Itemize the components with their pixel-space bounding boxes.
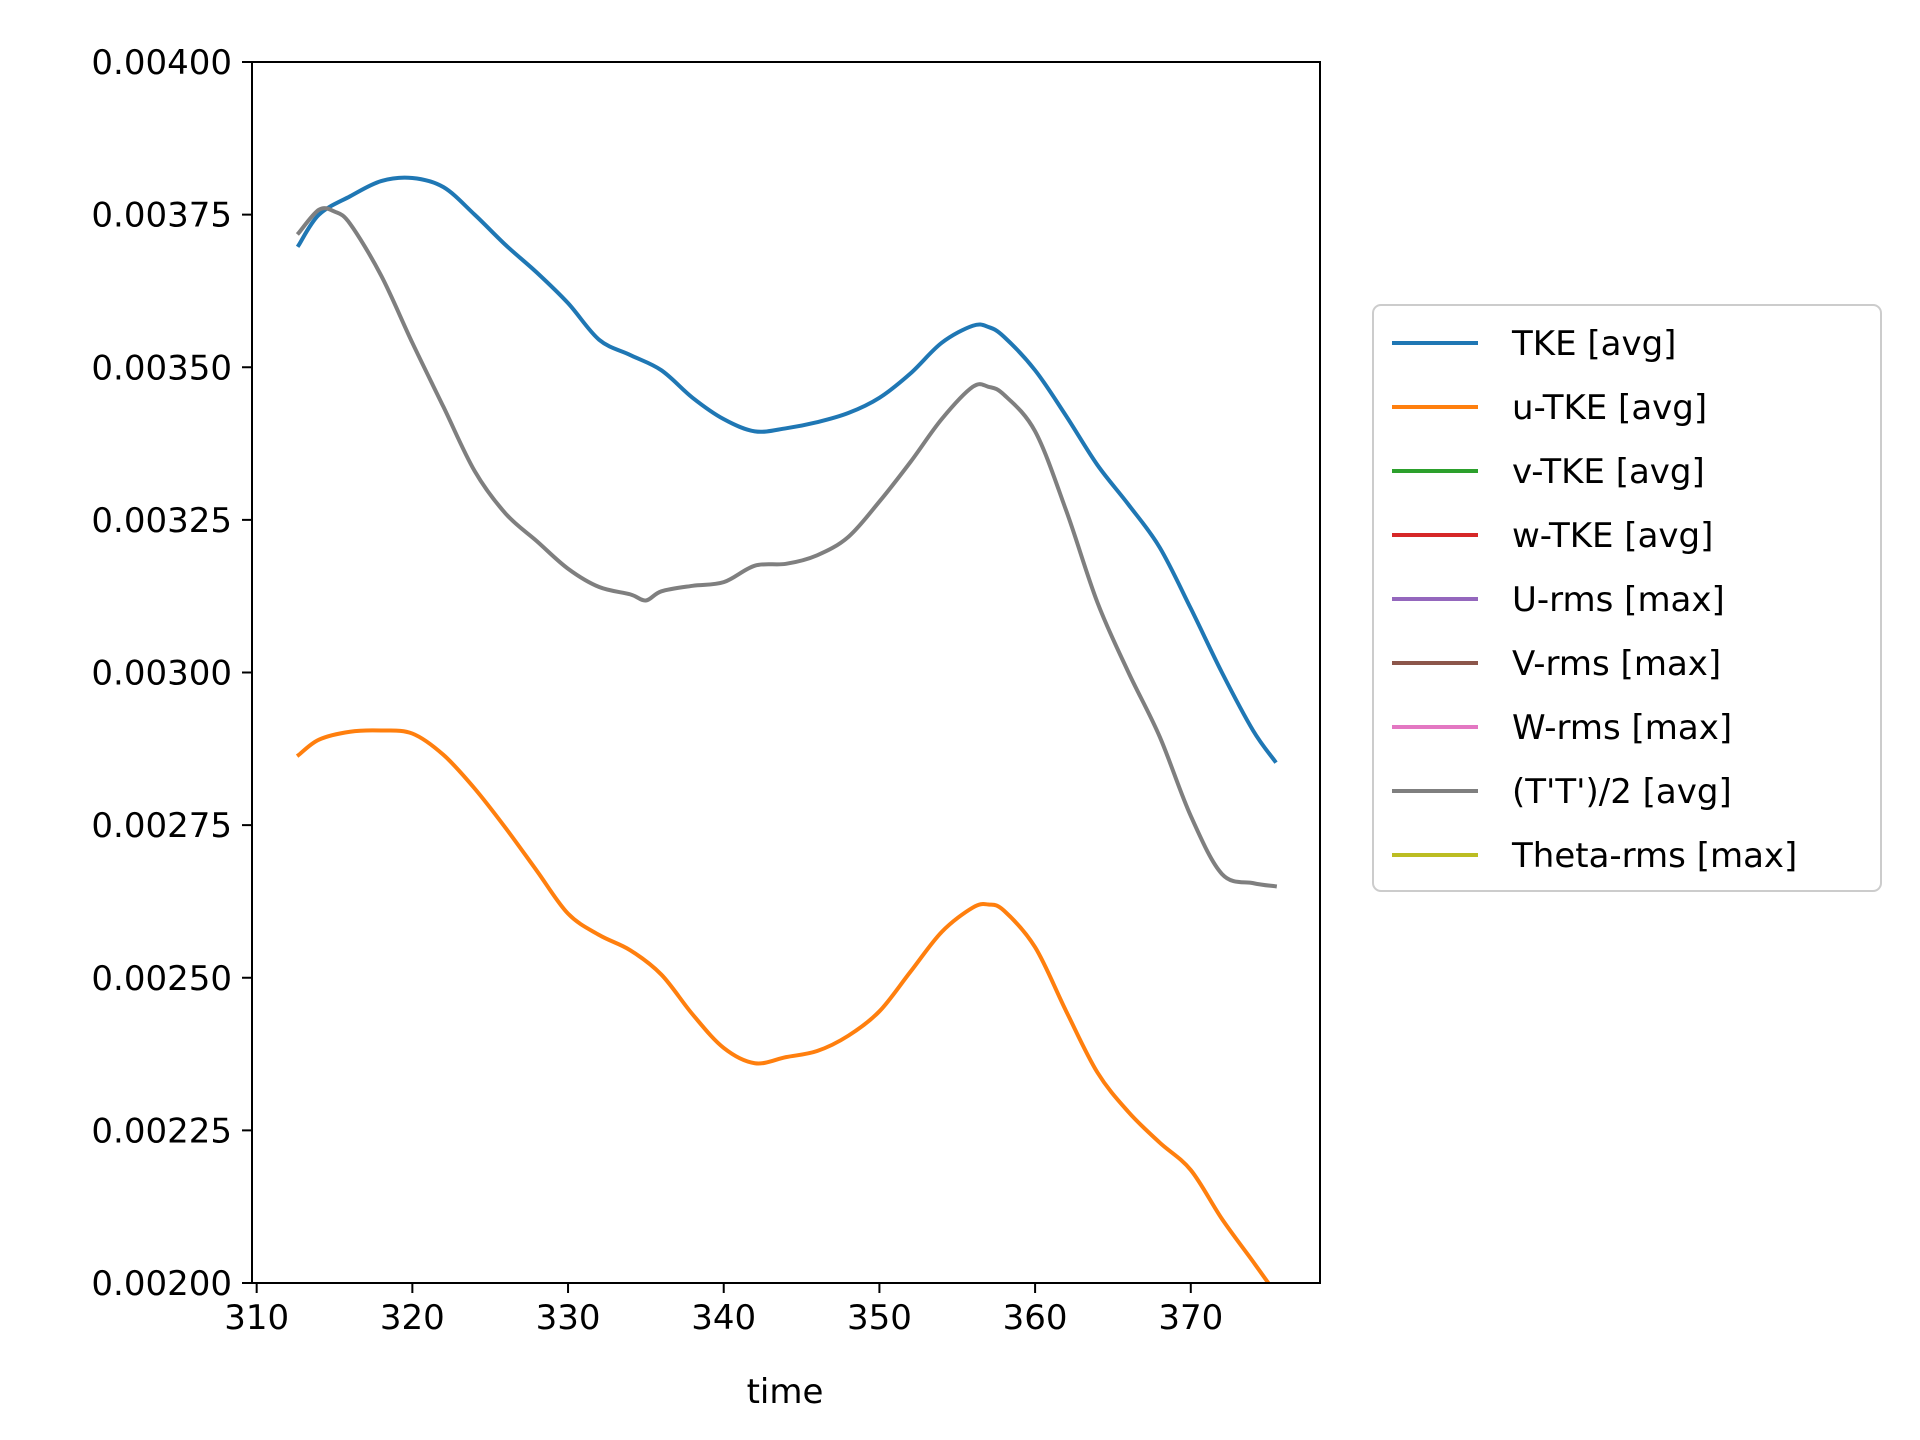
legend-label: v-TKE [avg] bbox=[1512, 452, 1705, 492]
x-tick-label: 310 bbox=[224, 1298, 289, 1338]
y-tick-label: 0.00275 bbox=[91, 806, 232, 846]
legend-item: Theta-rms [max] bbox=[1392, 836, 1797, 876]
series-line-1 bbox=[295, 728, 1271, 1283]
legend-items: TKE [avg] u-TKE [avg] v-TKE [avg] w-TKE [av… bbox=[1392, 324, 1797, 876]
y-tick-label: 0.00250 bbox=[91, 959, 232, 999]
legend-label: TKE [avg] bbox=[1511, 324, 1676, 364]
legend-item: TKE [avg] bbox=[1392, 324, 1676, 364]
legend-item: (T'T')/2 [avg] bbox=[1392, 772, 1732, 812]
x-tick-label: 370 bbox=[1158, 1298, 1223, 1338]
series-layer bbox=[295, 175, 1278, 1283]
y-tick-label: 0.00225 bbox=[91, 1111, 232, 1151]
series-line-0 bbox=[295, 175, 1278, 764]
legend-label: Theta-rms [max] bbox=[1511, 836, 1797, 876]
y-tick-label: 0.00350 bbox=[91, 348, 232, 388]
x-tick-label: 350 bbox=[847, 1298, 912, 1338]
x-tick-label: 320 bbox=[380, 1298, 445, 1338]
y-axis: 0.00200 0.00225 0.00250 0.00275 0.00300 0.003… bbox=[91, 43, 252, 1304]
plot-area bbox=[252, 62, 1320, 1283]
legend-item: W-rms [max] bbox=[1392, 708, 1732, 748]
legend-item: V-rms [max] bbox=[1392, 644, 1721, 684]
legend-item: v-TKE [avg] bbox=[1392, 452, 1705, 492]
x-axis: 310 320 330 340 350 360 370 bbox=[224, 1283, 1223, 1338]
y-tick-label: 0.00300 bbox=[91, 654, 232, 694]
legend-box bbox=[1372, 304, 1882, 892]
x-tick-label: 330 bbox=[536, 1298, 601, 1338]
legend: TKE [avg] u-TKE [avg] v-TKE [avg] w-TKE [av… bbox=[1372, 304, 1882, 892]
legend-label: U-rms [max] bbox=[1512, 580, 1725, 620]
legend-label: V-rms [max] bbox=[1512, 644, 1721, 684]
x-axis-label: time bbox=[747, 1372, 824, 1412]
legend-label: (T'T')/2 [avg] bbox=[1512, 772, 1732, 812]
legend-item: w-TKE [avg] bbox=[1392, 516, 1713, 556]
x-tick-label: 340 bbox=[691, 1298, 756, 1338]
y-tick-label: 0.00325 bbox=[91, 501, 232, 541]
series-line-7 bbox=[295, 206, 1278, 889]
y-tick-label: 0.00375 bbox=[91, 196, 232, 236]
legend-item: U-rms [max] bbox=[1392, 580, 1725, 620]
x-tick-label: 360 bbox=[1003, 1298, 1068, 1338]
legend-label: w-TKE [avg] bbox=[1512, 516, 1713, 556]
y-tick-label: 0.00400 bbox=[91, 43, 232, 83]
legend-label: u-TKE [avg] bbox=[1512, 388, 1707, 428]
legend-item: u-TKE [avg] bbox=[1392, 388, 1707, 428]
legend-label: W-rms [max] bbox=[1512, 708, 1732, 748]
y-tick-label: 0.00200 bbox=[91, 1264, 232, 1304]
